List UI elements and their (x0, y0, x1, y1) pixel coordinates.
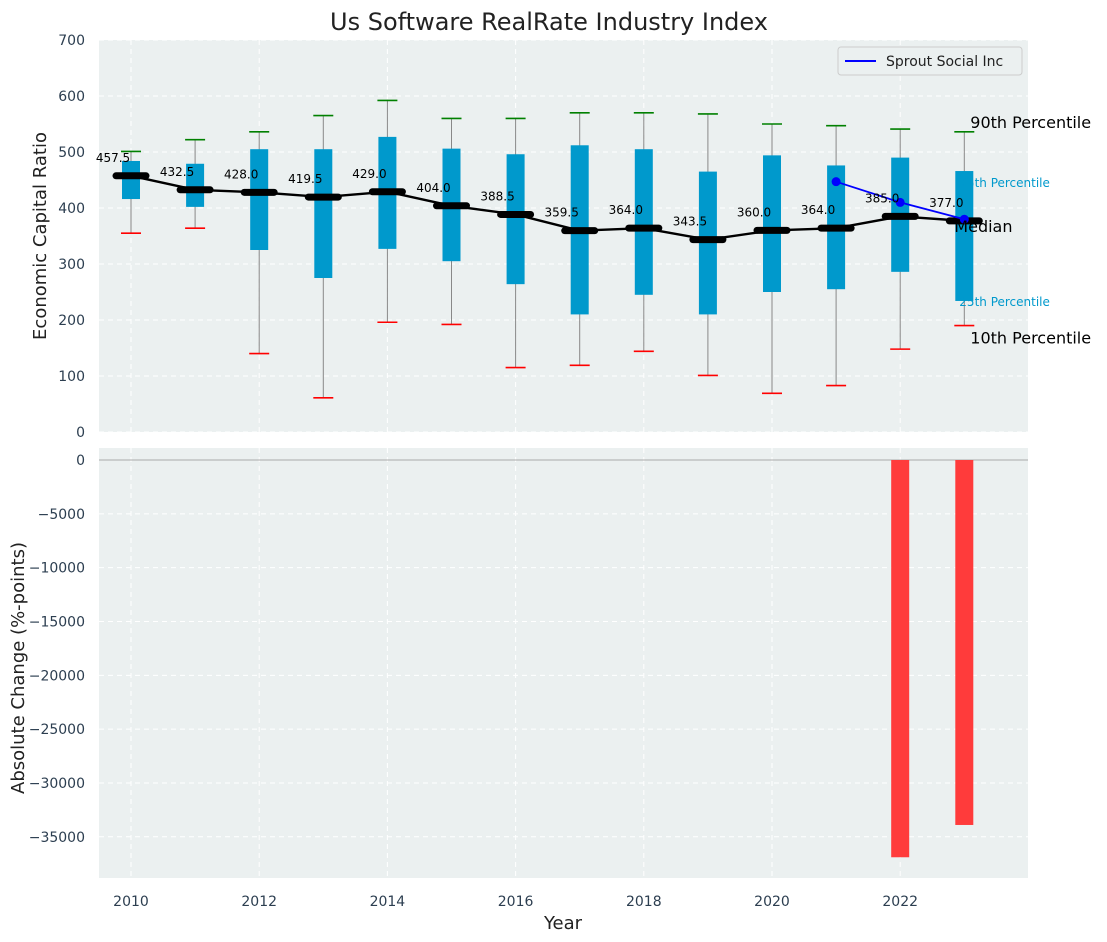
bottom-y-tick-label: 0 (76, 453, 85, 469)
top-y-tick-label: 700 (58, 33, 85, 49)
iqr-box (250, 149, 269, 250)
top-y-tick-label: 0 (76, 425, 85, 441)
median-value-label: 457.5 (96, 151, 130, 165)
bottom-y-axis-label: Absolute Change (%-points) (8, 542, 29, 794)
top-y-tick-label: 300 (58, 257, 85, 273)
median-value-label: 364.0 (609, 203, 643, 217)
x-tick-label: 2014 (370, 894, 406, 910)
median-value-label: 343.5 (673, 215, 707, 229)
median-trend (130, 174, 965, 241)
top-gridlines (99, 39, 1028, 433)
bottom-y-tick-label: −35000 (29, 830, 85, 846)
change-bar (955, 460, 974, 825)
bottom-y-tick-label: −30000 (29, 776, 85, 792)
median-line (130, 174, 965, 241)
change-bar (891, 460, 910, 858)
chart-title: Us Software RealRate Industry Index (330, 8, 768, 36)
median-value-label: 429.0 (352, 167, 386, 181)
median-value-label: 360.0 (737, 205, 771, 219)
percentile-annotations: 90th Percentile 75th Percentile Median 25th… (954, 113, 1091, 348)
median-value-label: 432.5 (160, 165, 194, 179)
top-y-tick-label: 200 (58, 313, 85, 329)
legend-box (837, 46, 1023, 76)
median-value-labels: 457.5 432.5 428.0 419.5 429.0 404.0 388.5 359.5… (96, 151, 964, 229)
annotation-25th: 25th Percentile (959, 295, 1050, 309)
company-point (959, 214, 969, 224)
top-y-tick-labels: 0 100 200 300 400 500 600 700 (58, 33, 85, 441)
company-point (895, 197, 905, 207)
bottom-y-tick-label: −25000 (29, 722, 85, 738)
change-bars (891, 460, 974, 858)
bottom-panel-background (99, 448, 1028, 878)
legend-entry-sprout: Sprout Social Inc (886, 54, 1003, 70)
iqr-box (314, 149, 333, 278)
bottom-y-tick-labels: 0 −5000 −10000 −15000 −20000 −25000 −30000 −350… (29, 453, 85, 846)
bottom-y-tick-label: −20000 (29, 668, 85, 684)
annotation-10th: 10th Percentile (970, 329, 1091, 348)
company-series (831, 177, 969, 224)
bottom-y-tick-label: −5000 (38, 507, 85, 523)
x-tick-label: 2010 (113, 894, 149, 910)
bottom-y-tick-label: −10000 (29, 561, 85, 577)
top-panel-background (99, 40, 1028, 432)
x-tick-label: 2018 (626, 894, 662, 910)
median-value-label: 388.5 (480, 189, 514, 203)
annotation-75th: 75th Percentile (959, 176, 1050, 190)
median-value-label: 404.0 (416, 181, 450, 195)
annotation-90th: 90th Percentile (970, 113, 1091, 132)
iqr-box (763, 155, 781, 292)
annotation-median: Median (954, 217, 1012, 236)
top-y-tick-label: 100 (58, 369, 85, 385)
x-tick-label: 2016 (498, 894, 534, 910)
bottom-gridlines (99, 513, 1028, 838)
median-value-label: 428.0 (224, 167, 258, 181)
x-tick-labels: 2010 2012 2014 2016 2018 2020 2022 (113, 894, 918, 910)
x-tick-label: 2012 (241, 894, 277, 910)
median-value-label: 364.0 (801, 203, 835, 217)
x-tick-label: 2022 (882, 894, 918, 910)
legend: Sprout Social Inc (837, 46, 1023, 76)
top-y-tick-label: 500 (58, 145, 85, 161)
median-value-label: 419.5 (288, 172, 322, 186)
top-y-axis-label: Economic Capital Ratio (30, 132, 51, 340)
top-y-tick-label: 400 (58, 201, 85, 217)
iqr-box (634, 149, 653, 295)
iqr-box (955, 171, 974, 301)
company-point (831, 177, 841, 187)
iqr-box (506, 154, 525, 285)
iqr-box (122, 160, 140, 200)
bottom-y-tick-label: −15000 (29, 614, 85, 630)
median-value-label: 385.0 (865, 191, 899, 205)
x-axis-label: Year (543, 913, 583, 934)
top-panel: 0 100 200 300 400 500 600 700 457.5 432.5 428.0 41… (30, 33, 1091, 441)
iqr-box (186, 163, 205, 207)
median-value-label: 359.5 (545, 206, 579, 220)
bottom-panel: 0 −5000 −10000 −15000 −20000 −25000 −30000 −350… (8, 448, 1028, 934)
median-value-label: 377.0 (929, 196, 963, 210)
top-y-tick-label: 600 (58, 89, 85, 105)
x-tick-label: 2020 (754, 894, 790, 910)
